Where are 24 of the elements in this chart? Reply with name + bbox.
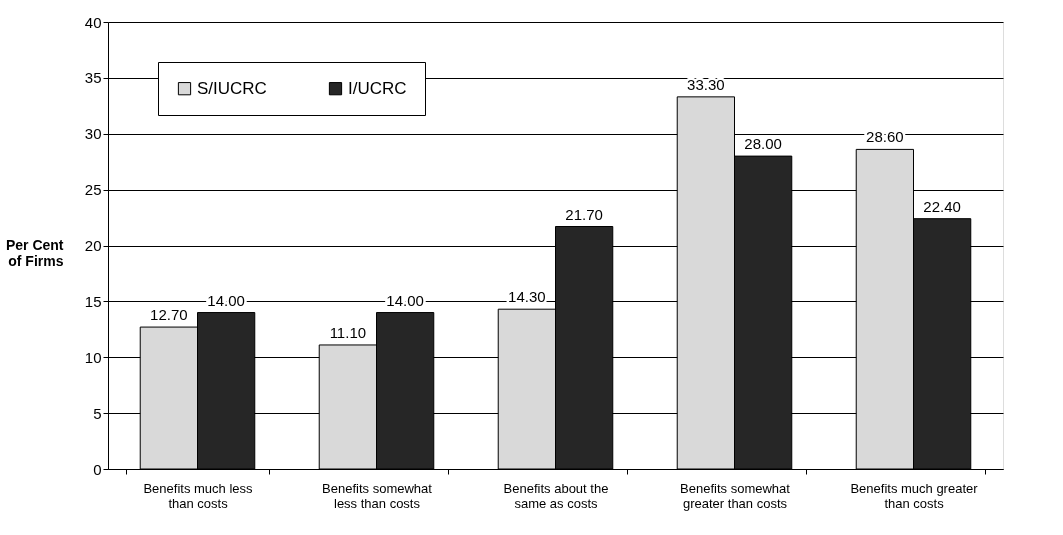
data-label: 28.00 xyxy=(744,135,782,153)
y-tick-label: 0 xyxy=(93,460,102,478)
legend-label: I/UCRC xyxy=(348,78,407,98)
y-tick-label: 5 xyxy=(93,404,102,422)
y-tick-label: 25 xyxy=(84,181,102,199)
y-tick-label: 35 xyxy=(84,69,102,87)
data-label: 21.70 xyxy=(565,205,603,223)
x-tick-label: Benefits much greater than costs xyxy=(850,480,979,511)
legend-label: S/IUCRC xyxy=(197,78,267,98)
y-tick-label: 40 xyxy=(84,13,102,31)
data-label: 11.10 xyxy=(329,323,367,341)
x-tick-label: Benefits somewhat greater than costs xyxy=(680,480,791,511)
y-axis-title: Per Cent of Firms xyxy=(5,237,64,269)
data-label: 22.40 xyxy=(923,197,961,215)
data-label: 12.70 xyxy=(150,306,188,324)
x-tick-label: Benefits about the same as costs xyxy=(503,480,609,511)
data-label: 14.30 xyxy=(508,288,546,306)
data-label: 33.30 xyxy=(687,75,725,93)
y-tick-label: 20 xyxy=(84,237,102,254)
x-tick-label: Benefits somewhat less than costs xyxy=(322,480,433,511)
y-tick-label: 30 xyxy=(84,125,102,143)
y-tick-label: 15 xyxy=(84,292,102,310)
y-tick-label: 10 xyxy=(84,348,102,366)
x-tick-label: Benefits much less than costs xyxy=(143,480,254,511)
